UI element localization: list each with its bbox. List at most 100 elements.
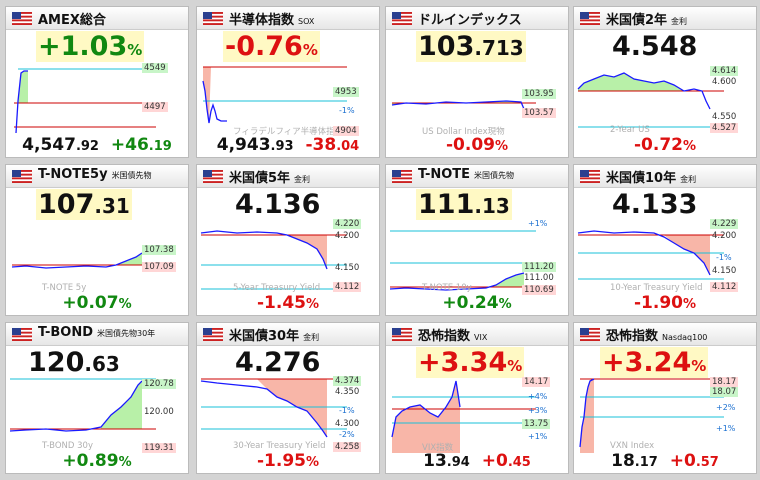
chart-watermark: 2-Year US [610, 125, 650, 135]
headline-value: 4.276 [235, 347, 321, 378]
footer-values: 13.94 +0.45 [386, 451, 568, 471]
intraday-chart [391, 380, 536, 453]
panel-header: T-NOTE 米国債先物 [386, 165, 568, 188]
us-flag-icon [203, 12, 223, 25]
price-label: 13.75 [522, 419, 551, 429]
panel-vxn[interactable]: 恐怖指数 Nasdaq100 +3.24% VXN Index 18.17 18.0… [573, 322, 757, 474]
price-label: 4.614 [710, 66, 739, 76]
change-value: +0.57 [669, 451, 719, 471]
price-line [15, 70, 28, 134]
chart-watermark: VXN Index [610, 441, 655, 451]
price-label: 4.200 [335, 231, 360, 241]
price-label: +1% [528, 219, 548, 228]
panel-header: AMEX総合 [6, 7, 188, 30]
panel-us30y[interactable]: 米国債30年 金利 4.276 30-Year Treasury Yield 4.… [196, 322, 380, 474]
panel-header: ドルインデックス [386, 7, 568, 30]
panel-dxy[interactable]: ドルインデックス 103.713 US Dollar Index現物 103.9… [385, 6, 569, 158]
chart-watermark: T-NOTE 5y [42, 283, 87, 293]
panel-title: 米国債30年 金利 [229, 329, 320, 344]
panel-header: 米国債2年 金利 [574, 7, 756, 30]
panel-title: T-BOND 米国債先物30年 [38, 325, 156, 340]
intraday-chart [389, 230, 536, 291]
price-label: 4.350 [335, 387, 360, 397]
us-flag-icon [12, 170, 32, 183]
price-label: 4.229 [710, 219, 739, 229]
current-value: 18.17 [611, 451, 658, 471]
price-label: +3% [528, 406, 548, 415]
panel-header: 恐怖指数 VIX [386, 323, 568, 346]
price-label: 4.150 [335, 263, 360, 273]
price-label: 103.57 [522, 108, 556, 118]
panel-tnote[interactable]: T-NOTE 米国債先物 111.13 T-NOTE 10y +1% 111.20 1… [385, 164, 569, 316]
panel-title: 半導体指数 SOX [229, 13, 315, 28]
intraday-chart [14, 68, 156, 134]
chart-fill-area [664, 235, 710, 275]
chart-watermark: VIX指数 [422, 443, 454, 453]
panel-amex[interactable]: AMEX総合 +1.03% 4549 4497 4,547.92 +46.19 [5, 6, 189, 158]
intraday-chart [200, 230, 347, 290]
panel-vix[interactable]: 恐怖指数 VIX +3.34% VIX指数 14.17 +4% +3% 13.75 +1%… [385, 322, 569, 474]
chart-fill-area [101, 381, 142, 429]
price-line [200, 230, 328, 270]
price-label: -1% [716, 253, 732, 262]
change-percent: -1.45% [256, 293, 320, 313]
panel-tnote5[interactable]: T-NOTE5y 米国債先物 107.31 T-NOTE 5y 107.38 107… [5, 164, 189, 316]
price-label: -1% [339, 106, 355, 115]
panel-header: 米国債30年 金利 [197, 323, 379, 346]
panel-title: 米国債2年 金利 [606, 13, 688, 28]
panel-title: ドルインデックス [418, 13, 522, 28]
panel-title: 米国債10年 金利 [606, 171, 697, 186]
us-flag-icon [203, 328, 223, 341]
chart-watermark: US Dollar Index現物 [422, 127, 505, 137]
panel-header: 半導体指数 SOX [197, 7, 379, 30]
change-value: +0.45 [481, 451, 531, 471]
panel-title: 米国債5年 金利 [229, 171, 311, 186]
panel-tbond[interactable]: T-BOND 米国債先物30年 120.63 T-BOND 30y 120.78 1… [5, 322, 189, 474]
chart-watermark: T-NOTE 10y [422, 283, 472, 293]
panel-header: T-NOTE5y 米国債先物 [6, 165, 188, 188]
chart-watermark: フィラデルフィア半導体指数 [233, 127, 344, 137]
intraday-chart [200, 378, 347, 438]
headline-value: 107.31 [36, 189, 132, 220]
price-label: 4.258 [333, 442, 362, 452]
price-label: -1% [339, 406, 355, 415]
change-percent: +0.07% [62, 293, 132, 313]
panel-title: T-NOTE5y 米国債先物 [38, 167, 152, 182]
change-value: -38.04 [305, 135, 360, 155]
intraday-chart [577, 72, 724, 128]
price-line [577, 72, 711, 110]
panel-title: 恐怖指数 Nasdaq100 [606, 329, 708, 344]
intraday-chart [579, 378, 724, 453]
headline-value: 111.13 [416, 189, 512, 220]
price-line [389, 272, 525, 291]
price-label: 107.09 [142, 262, 176, 272]
headline-value: +1.03% [36, 31, 145, 62]
panel-us10y[interactable]: 米国債10年 金利 4.133 10-Year Treasury Yield 4.… [573, 164, 757, 316]
headline-value: +3.24% [600, 347, 709, 378]
price-label: +2% [716, 403, 736, 412]
us-flag-icon [12, 12, 32, 25]
change-percent: -0.09% [445, 135, 509, 155]
chart-watermark: 5-Year Treasury Yield [233, 283, 321, 293]
panel-header: T-BOND 米国債先物30年 [6, 323, 188, 346]
current-value: 4,943.93 [216, 135, 294, 155]
us-flag-icon [392, 12, 412, 25]
intraday-chart [9, 378, 156, 432]
current-value: 4,547.92 [22, 135, 99, 155]
headline-value: 4.133 [612, 189, 698, 220]
price-label: 4.527 [710, 123, 739, 133]
footer-values: 4,943.93 -38.04 [197, 135, 379, 155]
price-label: 4.150 [712, 266, 737, 276]
price-label: 4.300 [335, 419, 360, 429]
panel-us5y[interactable]: 米国債5年 金利 4.136 5-Year Treasury Yield 4.22… [196, 164, 380, 316]
change-percent: +0.89% [62, 451, 132, 471]
panel-sox[interactable]: 半導体指数 SOX -0.76% フィラデルフィア半導体指数 4953 -1% 490… [196, 6, 380, 158]
price-label: 107.38 [142, 245, 176, 255]
price-line [579, 378, 595, 448]
us-flag-icon [12, 328, 32, 341]
price-label: 4.200 [712, 231, 737, 241]
price-label: 4953 [333, 87, 359, 97]
panel-us2y[interactable]: 米国債2年 金利 4.548 2-Year US 4.614 4.600 4.550 4… [573, 6, 757, 158]
price-line [202, 80, 227, 124]
